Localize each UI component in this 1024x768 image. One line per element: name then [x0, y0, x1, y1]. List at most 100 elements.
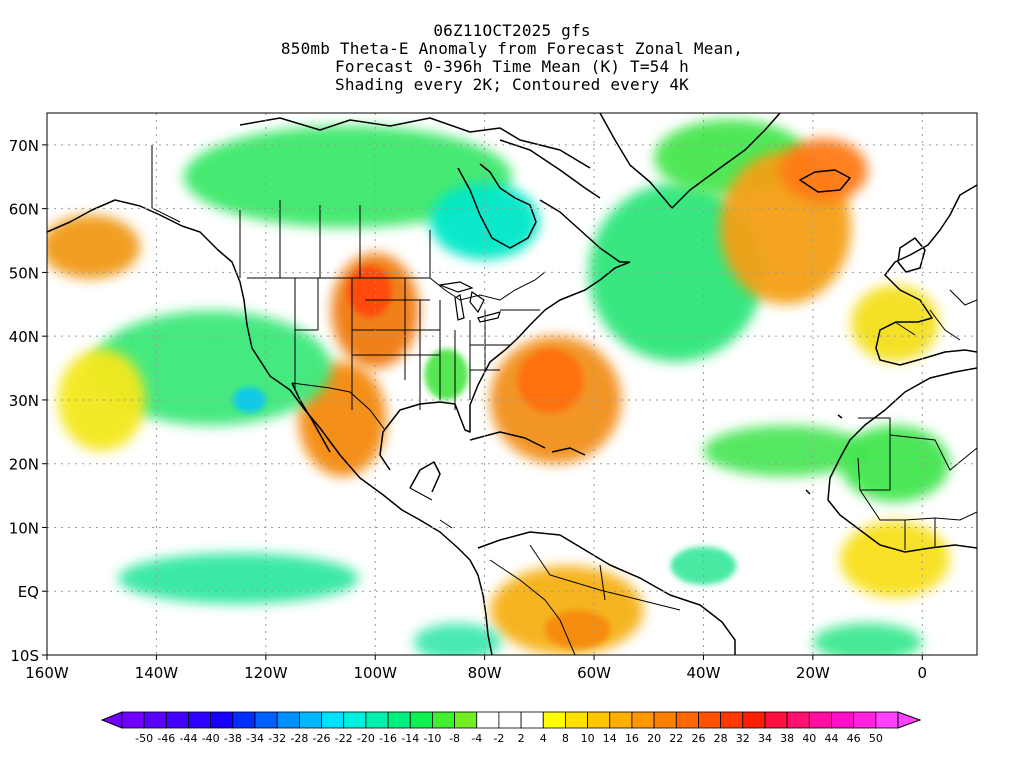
- colorbar-swatch-14: [431, 711, 455, 729]
- colorbar-label-38: 38: [780, 732, 794, 745]
- colorbar-swatch-18: [520, 711, 544, 729]
- lon-tick-label-160W: 160W: [25, 664, 69, 682]
- colorbar-label--2: -2: [493, 732, 504, 745]
- coast-gulf-east: [379, 261, 631, 471]
- colorbar-swatch-3: [188, 711, 212, 729]
- border-south-america: [489, 544, 681, 655]
- colorbar-swatch-33: [853, 711, 877, 729]
- coast-south-america-north: [477, 531, 736, 655]
- great-lakes: [437, 281, 501, 323]
- border-central-america: [409, 487, 453, 529]
- anomaly-region-south-atlantic-east: [812, 623, 923, 655]
- colorbar-label-34: 34: [758, 732, 772, 745]
- lat-tick-label-60N: 60N: [9, 201, 39, 219]
- border-canada-provinces: [239, 200, 431, 278]
- lon-tick-label-40W: 40W: [687, 664, 721, 682]
- colorbar-swatch-2: [165, 711, 189, 729]
- colorbar-swatch-8: [298, 711, 322, 729]
- lon-tick-label-0: 0: [918, 664, 928, 682]
- coast-british-isles: [897, 237, 926, 273]
- colorbar-swatch-7: [276, 711, 300, 729]
- colorbar-label--8: -8: [449, 732, 460, 745]
- colorbar-swatch-21: [587, 711, 611, 729]
- anomaly-region-pacific-yellow: [57, 348, 146, 451]
- coast-yucatan: [409, 461, 441, 493]
- colorbar-swatch-6: [254, 711, 278, 729]
- lat-tick-label-30N: 30N: [9, 392, 39, 410]
- coast-baffin: [499, 139, 601, 199]
- colorbar-label-26: 26: [691, 732, 705, 745]
- lat-tick-label-20N: 20N: [9, 456, 39, 474]
- lon-tick-label-80W: 80W: [468, 664, 502, 682]
- colorbar-extend-high: [897, 711, 922, 729]
- lon-tick-label-120W: 120W: [244, 664, 288, 682]
- colorbar-swatch-1: [143, 711, 167, 729]
- coastlines: [47, 113, 977, 655]
- colorbar-swatch-16: [476, 711, 500, 729]
- colorbar-label-2: 2: [518, 732, 525, 745]
- header-line-3: Forecast 0-396h Time Mean (K) T=54 h: [335, 57, 689, 76]
- colorbar-label--14: -14: [401, 732, 419, 745]
- anomaly-region-atlantic-tropical-negative: [703, 425, 868, 477]
- anomaly-region-east-pacific-cyan: [233, 387, 266, 413]
- anomaly-region-dakotas-core-positive: [347, 266, 392, 318]
- lake-superior: [437, 281, 474, 293]
- colorbar-swatch-24: [653, 711, 677, 729]
- lon-tick-label-140W: 140W: [135, 664, 179, 682]
- colorbar-label-40: 40: [802, 732, 816, 745]
- colorbar-swatch-13: [409, 711, 433, 729]
- colorbar-label-46: 46: [847, 732, 861, 745]
- map-plot-area: [46, 112, 978, 656]
- anomaly-region-us-southeast-negative: [424, 348, 469, 400]
- coast-hudson-bay: [457, 163, 537, 249]
- colorbar-swatch-32: [831, 711, 855, 729]
- anomaly-region-western-atlantic-core: [517, 348, 584, 413]
- colorbar-swatch-9: [321, 711, 345, 729]
- colorbar-label--16: -16: [379, 732, 397, 745]
- lat-tick-label-EQ: EQ: [18, 583, 39, 601]
- colorbar-label--44: -44: [180, 732, 198, 745]
- coast-iceland: [799, 169, 851, 193]
- colorbar-swatch-27: [720, 711, 744, 729]
- border-us-canada: [247, 271, 546, 301]
- colorbar-label-22: 22: [669, 732, 683, 745]
- lat-tick-label-10N: 10N: [9, 519, 39, 537]
- colorbar-label--20: -20: [357, 732, 375, 745]
- colorbar-label-16: 16: [625, 732, 639, 745]
- coast-hispaniola: [551, 447, 586, 456]
- figure-header: 06Z11OCT2025 gfs 850mb Theta-E Anomaly f…: [0, 22, 1024, 94]
- lon-tick-label-20W: 20W: [796, 664, 830, 682]
- colorbar-label--32: -32: [268, 732, 286, 745]
- border-us-states: [294, 278, 540, 410]
- border-africa: [857, 417, 977, 550]
- political-borders: [151, 145, 977, 655]
- border-europe: [894, 289, 977, 341]
- colorbar-swatch-26: [698, 711, 722, 729]
- colorbar-label-14: 14: [603, 732, 617, 745]
- lat-tick-label-50N: 50N: [9, 264, 39, 282]
- colorbar-label--38: -38: [224, 732, 242, 745]
- border-alaska-canada: [151, 145, 181, 223]
- map-axes: 160W 140W 120W 100W 80W 60W 40W 20W 0 70N 60N 50N 40…: [9, 137, 927, 682]
- colorbar-swatch-34: [875, 711, 899, 729]
- colorbar-swatch-12: [387, 711, 411, 729]
- anomaly-region-tropical-pacific-negative: [118, 552, 359, 604]
- anomaly-region-arctic-canada-negative: [183, 125, 512, 228]
- colorbar-label-4: 4: [540, 732, 547, 745]
- anomaly-region-western-europe-yellow: [851, 285, 939, 362]
- anomaly-region-west-africa-yellow: [840, 521, 950, 598]
- colorbar-label--50: -50: [135, 732, 153, 745]
- colorbar-swatch-20: [565, 711, 589, 729]
- lon-tick-label-100W: 100W: [354, 664, 398, 682]
- colorbar-label--22: -22: [335, 732, 353, 745]
- colorbar-label-20: 20: [647, 732, 661, 745]
- colorbar-label--10: -10: [423, 732, 441, 745]
- lon-tick-label-60W: 60W: [577, 664, 611, 682]
- header-line-2: 850mb Theta-E Anomaly from Forecast Zona…: [280, 39, 744, 58]
- coast-north-america-west: [47, 199, 471, 561]
- coast-labrador: [539, 199, 630, 263]
- colorbar-swatch-11: [365, 711, 389, 729]
- coast-europe: [875, 184, 977, 366]
- border-us-mexico: [291, 382, 386, 431]
